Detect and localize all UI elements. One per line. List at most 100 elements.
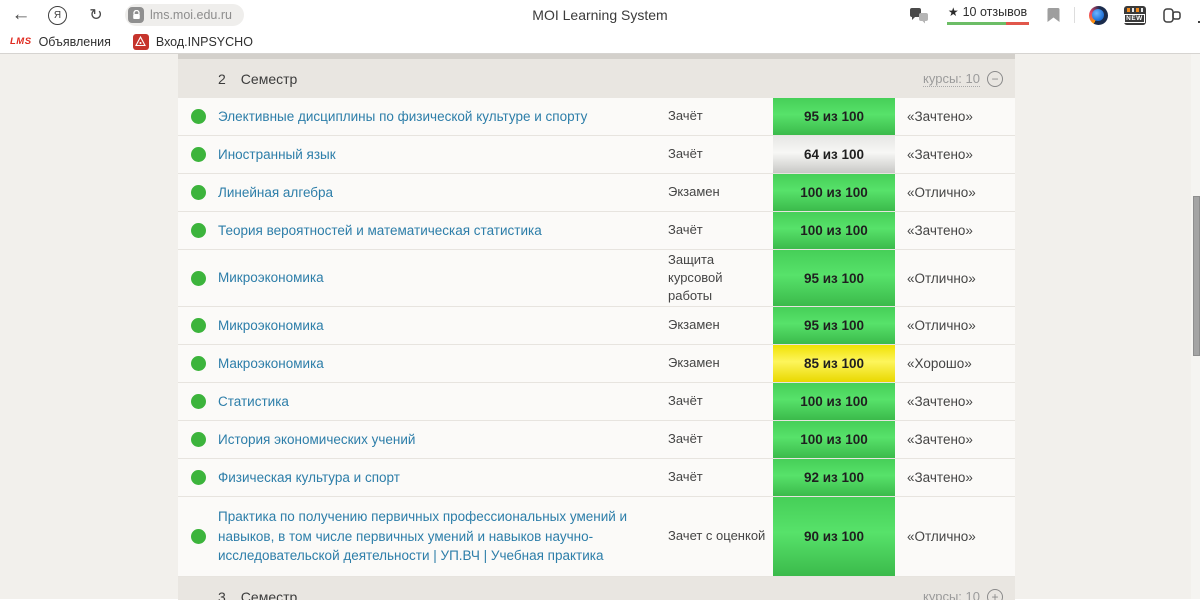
- exam-type: Зачёт: [668, 431, 703, 447]
- browser-toolbar: ← Я ↻ lms.moi.edu.ru MOI Learning System…: [0, 0, 1200, 30]
- exam-type: Экзамен: [668, 355, 720, 371]
- course-link[interactable]: Иностранный язык: [218, 146, 336, 162]
- extension-browser-icon[interactable]: [1088, 5, 1108, 25]
- reviews-label: 10 отзывов: [962, 5, 1028, 19]
- course-status-dot-icon: [191, 432, 206, 447]
- exam-type: Зачёт: [668, 469, 703, 485]
- back-button[interactable]: ←: [11, 4, 31, 25]
- course-link[interactable]: Линейная алгебра: [218, 184, 334, 200]
- bookmarks-bar: LMS Объявления Вход.INPSYCHO: [0, 30, 1200, 54]
- status-cell: [178, 147, 218, 162]
- course-title-cell: История экономических учений: [218, 422, 668, 458]
- status-cell: [178, 356, 218, 371]
- score-badge: 95 из 100: [773, 307, 895, 344]
- previous-section-edge: [178, 54, 1015, 59]
- address-bar[interactable]: lms.moi.edu.ru: [125, 4, 244, 26]
- exam-type: Зачет с оценкой: [668, 528, 766, 544]
- course-link[interactable]: Элективные дисциплины по физической куль…: [218, 108, 588, 124]
- course-link[interactable]: Микроэкономика: [218, 317, 324, 333]
- score-badge: 64 из 100: [773, 136, 895, 173]
- grade-text: «Зачтено»: [907, 470, 973, 485]
- exam-type: Экзамен: [668, 184, 720, 200]
- course-link[interactable]: Макроэкономика: [218, 355, 324, 371]
- protect-chat-icon[interactable]: [909, 7, 929, 24]
- semester-label: Семестр: [240, 588, 298, 600]
- score-badge: 85 из 100: [773, 345, 895, 382]
- status-cell: [178, 270, 218, 286]
- table-row: История экономических учений Зачёт 100 и…: [178, 421, 1015, 459]
- course-title-cell: Физическая культура и спорт: [218, 460, 668, 496]
- course-status-dot-icon: [191, 109, 206, 124]
- course-status-dot-icon: [191, 147, 206, 162]
- new-badge-label: NEW: [1124, 13, 1145, 23]
- status-cell: [178, 432, 218, 447]
- course-status-dot-icon: [191, 394, 206, 409]
- grade-text: «Зачтено»: [907, 109, 973, 124]
- exam-type: Зачёт: [668, 393, 703, 409]
- semester-number: 2: [218, 70, 226, 87]
- course-link[interactable]: Статистика: [218, 393, 289, 409]
- table-row: Статистика Зачёт 100 из 100 «Зачтено»: [178, 383, 1015, 421]
- course-title-cell: Микроэкономика: [218, 260, 668, 296]
- course-link[interactable]: Теория вероятностей и математическая ста…: [218, 222, 542, 238]
- bookmark-flag-icon[interactable]: [1047, 7, 1060, 23]
- course-status-dot-icon: [191, 185, 206, 200]
- scrollbar-thumb[interactable]: [1193, 196, 1200, 356]
- grade-text: «Отлично»: [907, 270, 976, 286]
- course-link[interactable]: Практика по получению первичных професси…: [218, 509, 628, 564]
- table-row: Практика по получению первичных професси…: [178, 497, 1015, 577]
- grade-text: «Отлично»: [907, 318, 976, 333]
- refresh-button[interactable]: ↻: [89, 7, 103, 24]
- semester-3-header: 3 Семестр курсы: 10 +: [178, 577, 1015, 600]
- course-link[interactable]: История экономических учений: [218, 431, 416, 447]
- scrollbar-track[interactable]: [1191, 54, 1200, 599]
- table-row: Макроэкономика Экзамен 85 из 100 «Хорошо…: [178, 345, 1015, 383]
- exam-type: Экзамен: [668, 317, 720, 333]
- toolbar-right-cluster: ★ 10 отзывов NEW ↓ 2: [900, 0, 1200, 30]
- course-status-dot-icon: [191, 318, 206, 333]
- extension-new-pattern: [1126, 7, 1143, 12]
- status-cell: [178, 109, 218, 124]
- grade-text: «Зачтено»: [907, 147, 973, 162]
- bookmark-item-inpsycho[interactable]: Вход.INPSYCHO: [132, 33, 253, 50]
- extension-browser-icon-center: [1092, 9, 1104, 21]
- course-title-cell: Статистика: [218, 384, 668, 420]
- table-row: Микроэкономика Экзамен 95 из 100 «Отличн…: [178, 307, 1015, 345]
- status-cell: [178, 185, 218, 200]
- expand-section-icon[interactable]: +: [987, 588, 1003, 600]
- course-status-dot-icon: [191, 470, 206, 485]
- table-row: Линейная алгебра Экзамен 100 из 100 «Отл…: [178, 174, 1015, 212]
- table-row: Теория вероятностей и математическая ста…: [178, 212, 1015, 250]
- courses-count-link[interactable]: курсы: 10: [923, 589, 980, 600]
- status-cell: [178, 529, 218, 544]
- yandex-browser-icon[interactable]: Я: [48, 5, 67, 25]
- site-reviews-widget[interactable]: ★ 10 отзывов: [946, 5, 1029, 25]
- score-badge: 100 из 100: [773, 212, 895, 249]
- lms-favicon: LMS: [10, 36, 32, 47]
- inpsycho-favicon: [132, 33, 149, 50]
- course-status-dot-icon: [191, 529, 206, 544]
- status-cell: [178, 470, 218, 485]
- collapse-section-icon[interactable]: −: [987, 70, 1003, 87]
- semester-2-header: 2 Семестр курсы: 10 −: [178, 59, 1015, 98]
- lms-page-content: 2 Семестр курсы: 10 − Элективные дисципл…: [0, 54, 1200, 600]
- course-title-cell: Теория вероятностей и математическая ста…: [218, 213, 668, 249]
- table-row: Иностранный язык Зачёт 64 из 100 «Зачтен…: [178, 136, 1015, 174]
- bookmark-item-announcements[interactable]: LMS Объявления: [10, 35, 111, 49]
- course-link[interactable]: Физическая культура и спорт: [218, 469, 400, 485]
- score-badge: 95 из 100: [773, 250, 895, 306]
- exam-type: Зачёт: [668, 146, 703, 162]
- course-link[interactable]: Микроэкономика: [218, 270, 324, 286]
- course-title-cell: Макроэкономика: [218, 346, 668, 382]
- table-row: Микроэкономика Защита курсовой работы 95…: [178, 250, 1015, 307]
- courses-count-link[interactable]: курсы: 10: [923, 70, 980, 87]
- course-title-cell: Линейная алгебра: [218, 175, 668, 211]
- exam-type: Зачёт: [668, 222, 703, 238]
- status-cell: [178, 318, 218, 333]
- url-text: lms.moi.edu.ru: [150, 8, 232, 22]
- score-badge: 92 из 100: [773, 459, 895, 496]
- status-cell: [178, 223, 218, 238]
- extension-new-icon[interactable]: NEW: [1123, 5, 1146, 25]
- collections-icon[interactable]: [1162, 7, 1182, 24]
- table-row: Элективные дисциплины по физической куль…: [178, 98, 1015, 136]
